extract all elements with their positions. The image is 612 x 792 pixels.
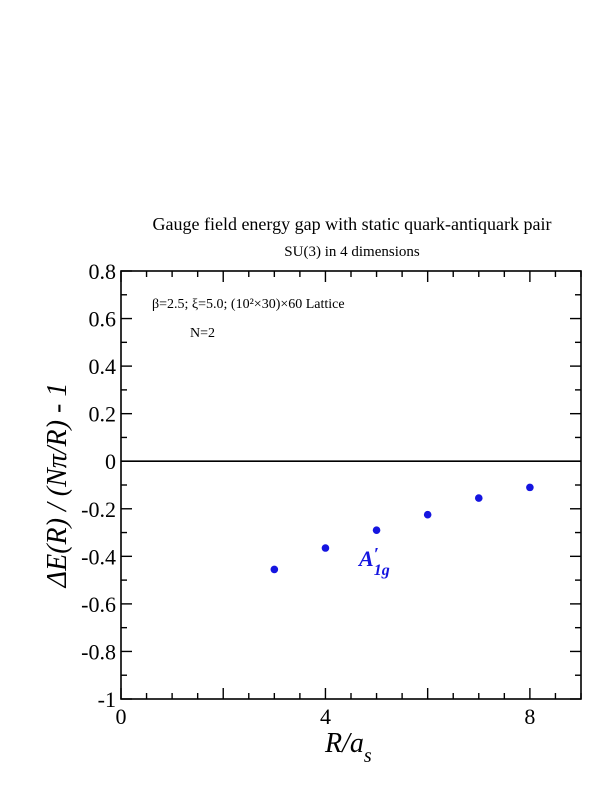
data-point <box>321 544 330 552</box>
series-label-sub: 1g <box>374 562 390 579</box>
chart-subtitle: SU(3) in 4 dimensions <box>284 244 420 260</box>
data-point <box>474 494 483 502</box>
y-tick-label: -0.8 <box>81 639 116 664</box>
data-point <box>372 526 381 534</box>
data-point <box>526 483 534 492</box>
y-axis-title: ΔE(R) / (Nπ/R) - 1 <box>42 383 73 589</box>
y-tick-label: 0.4 <box>89 354 117 379</box>
series-label-prime: ′ <box>374 544 379 564</box>
plot-area: 0 4 8 0.8 0.6 0.4 0.2 0 -0.2 -0.4 -0.6 -0.8 -1 <box>81 259 582 729</box>
annotation-lattice: β=2.5; ξ=5.0; (10²×30)×60 Lattice <box>152 297 345 312</box>
y-tick-label: -0.2 <box>81 497 116 522</box>
y-tick-label: 0.8 <box>89 259 117 284</box>
y-tick-label: -0.4 <box>81 544 116 569</box>
series-label: A′ 1g <box>357 544 390 579</box>
x-tick-label: 4 <box>320 704 331 729</box>
x-tick-label: 0 <box>116 704 127 729</box>
chart-title: Gauge field energy gap with static quark… <box>152 214 551 234</box>
x-tick-label: 8 <box>524 704 535 729</box>
y-tick-label: 0 <box>105 449 116 474</box>
y-tick-label: -0.6 <box>81 592 116 617</box>
data-point <box>423 510 432 519</box>
y-tick-label: 0.6 <box>89 307 117 332</box>
x-axis-title-sub: s <box>364 745 372 767</box>
data-point <box>270 565 279 574</box>
x-axis-title: R/as <box>324 728 372 767</box>
y-tick-label: 0.2 <box>89 402 117 427</box>
annotation-n: N=2 <box>190 326 215 341</box>
y-tick-label: -1 <box>98 687 116 712</box>
series-label-main: A <box>357 546 374 571</box>
x-axis-title-main: R/a <box>324 728 364 759</box>
